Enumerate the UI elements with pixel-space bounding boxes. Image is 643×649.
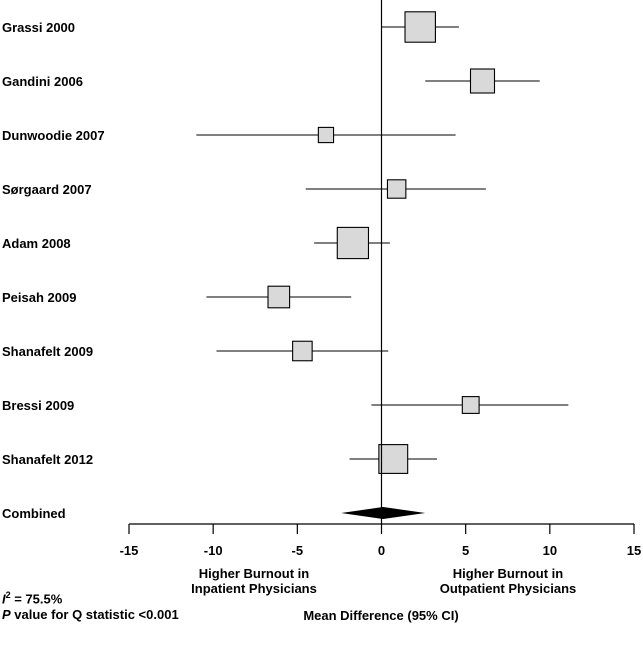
i2-value: = 75.5% [10, 591, 63, 607]
study-label: Grassi 2000 [2, 20, 75, 35]
outpatient-direction-label: Outpatient Physicians [440, 581, 577, 596]
x-axis: -15 -10 -5 0 5 10 15 [120, 0, 641, 558]
x-tick-label: 15 [627, 543, 641, 558]
i2-superscript: 2 [5, 590, 11, 600]
point-estimate-square [378, 444, 409, 474]
study-label: Gandini 2006 [2, 74, 83, 89]
study-rows: Grassi 2000 Gandini 2006 Dunwoodie 2007 Sør… [2, 11, 569, 521]
point-estimate-square [461, 396, 480, 414]
x-tick-label: -15 [120, 543, 139, 558]
x-tick-label: 10 [543, 543, 557, 558]
point-estimate-square [404, 11, 436, 43]
p-value-text: value for Q statistic <0.001 [10, 607, 179, 622]
x-tick-label: 5 [462, 543, 469, 558]
point-estimate-square [386, 179, 407, 199]
study-label: Shanafelt 2012 [2, 452, 93, 467]
combined-label: Combined [2, 506, 66, 521]
point-estimate-square [469, 68, 496, 94]
outpatient-direction-label: Higher Burnout in [453, 566, 564, 581]
point-estimate-square [292, 340, 313, 362]
point-estimate-square [267, 285, 291, 309]
inpatient-direction-label: Inpatient Physicians [191, 581, 317, 596]
i2-symbol: I [2, 591, 6, 607]
x-tick-label: 0 [378, 543, 385, 558]
p-symbol: P [2, 607, 11, 622]
study-label: Shanafelt 2009 [2, 344, 93, 359]
inpatient-direction-label: Higher Burnout in [199, 566, 310, 581]
study-label: Dunwoodie 2007 [2, 128, 105, 143]
combined-diamond [341, 507, 426, 519]
x-axis-label: Mean Difference (95% CI) [303, 608, 458, 623]
study-label: Sørgaard 2007 [2, 182, 92, 197]
heterogeneity-i2: I2 = 75.5% [2, 590, 62, 606]
point-estimate-square [317, 126, 335, 144]
point-estimate-square [336, 226, 370, 260]
study-label: Adam 2008 [2, 236, 71, 251]
study-label: Peisah 2009 [2, 290, 76, 305]
q-statistic-p-value: P value for Q statistic <0.001 [2, 607, 179, 622]
x-tick-label: -10 [204, 543, 223, 558]
x-tick-label: -5 [292, 543, 304, 558]
study-label: Bressi 2009 [2, 398, 74, 413]
